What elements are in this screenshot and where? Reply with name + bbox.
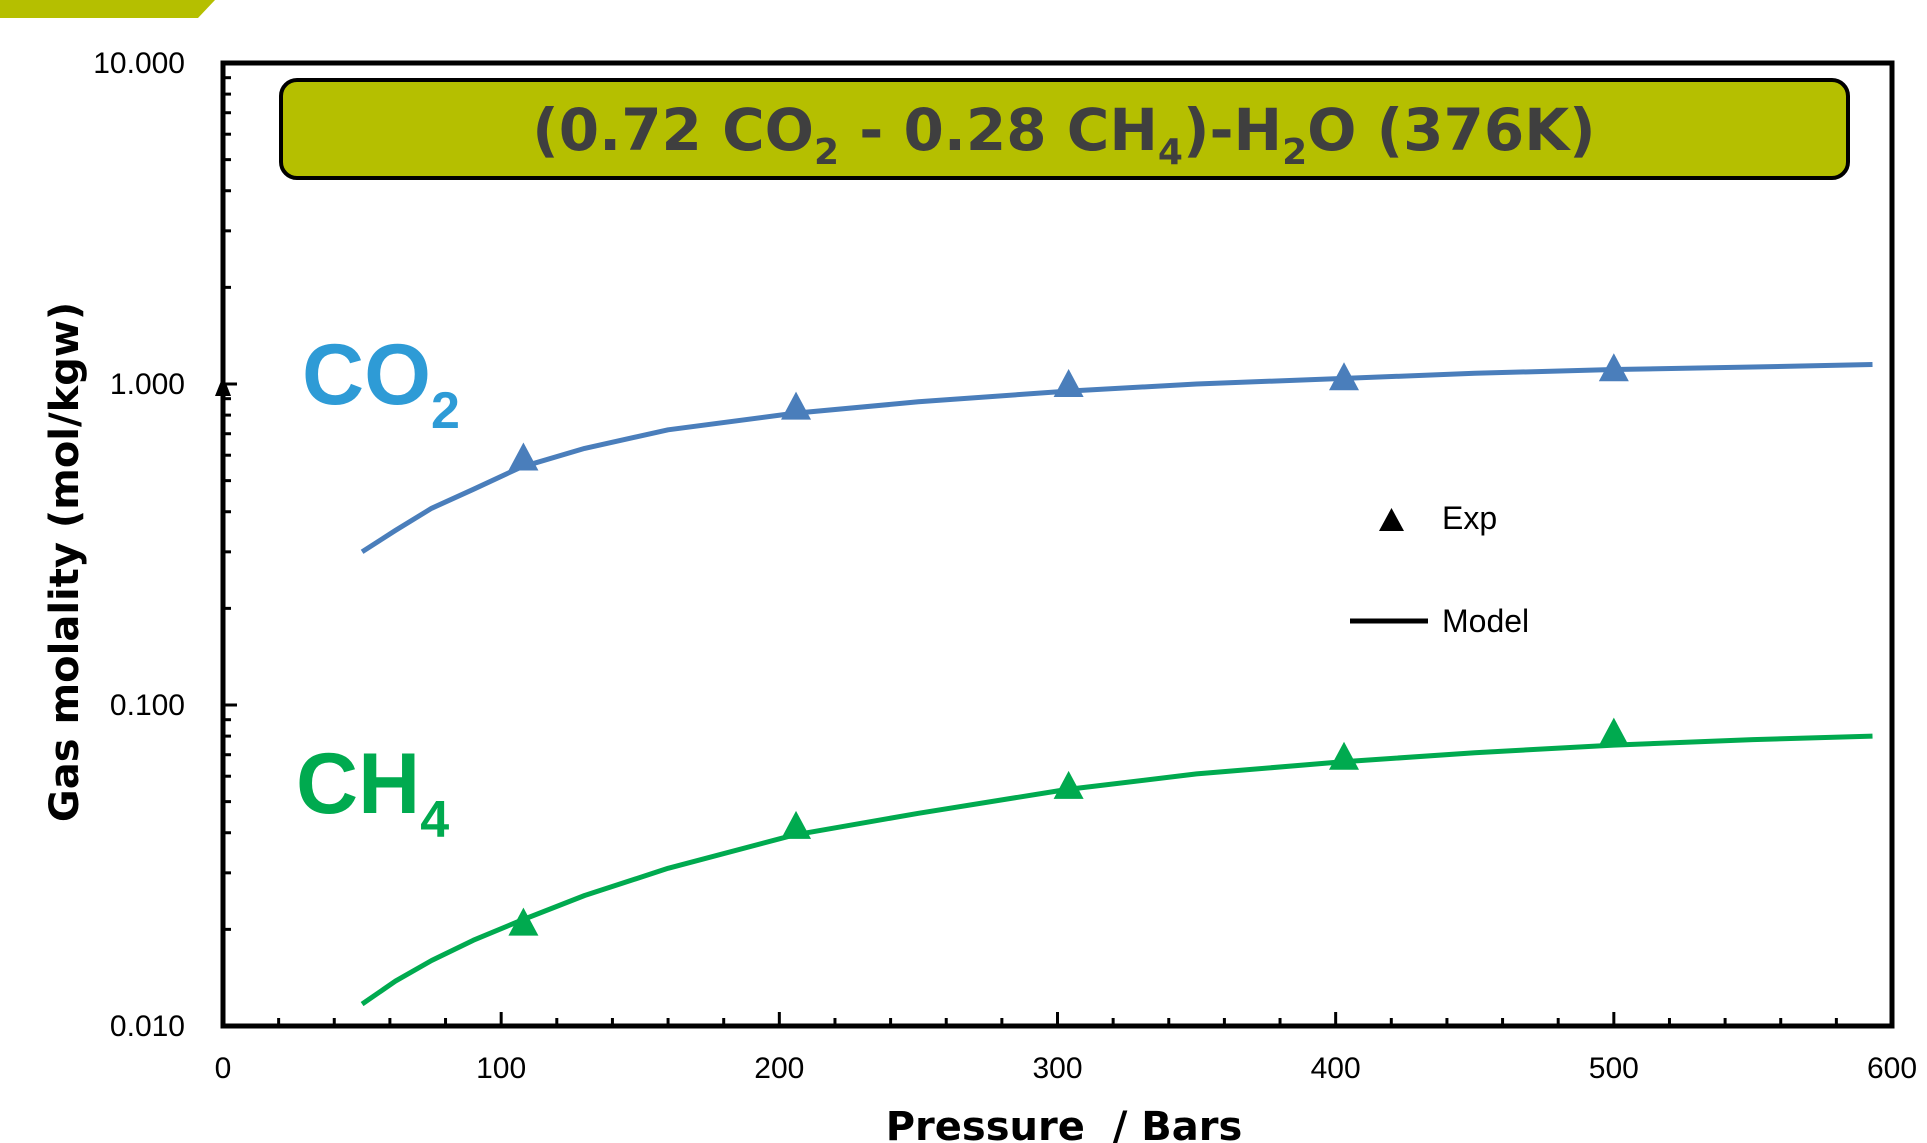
x-tick-label: 600 <box>1867 1052 1917 1085</box>
title-segment: O (376K) <box>1307 96 1596 164</box>
chart-title-box: (0.72 CO2 - 0.28 CH4)-H2O (376K) <box>279 78 1850 180</box>
exp-point-co2 <box>508 442 539 471</box>
title-subscript: 4 <box>1158 132 1183 173</box>
series-label-ch4: CH4 <box>296 736 449 849</box>
exp-point-ch4 <box>508 907 539 936</box>
legend: Exp Model <box>1350 500 1529 639</box>
plot-area <box>220 60 1895 1029</box>
series-label-main: CH <box>296 736 420 832</box>
axis-marker <box>215 376 231 396</box>
x-tick-label: 100 <box>476 1052 526 1085</box>
series-label-subscript: 2 <box>431 382 460 440</box>
title-background <box>279 78 1850 180</box>
exp-point-ch4 <box>781 810 812 839</box>
x-axis-title: Pressure / Bars <box>886 1104 1243 1143</box>
model-line-co2 <box>360 362 1873 554</box>
legend-exp-label: Exp <box>1442 500 1497 536</box>
exp-point-ch4 <box>1329 741 1360 770</box>
exp-point-co2 <box>1329 362 1360 391</box>
exp-point-co2 <box>1053 369 1084 397</box>
title-segment: )-H <box>1183 96 1282 164</box>
legend-model-label: Model <box>1442 603 1529 639</box>
x-tick-label: 0 <box>215 1052 232 1085</box>
series-label-subscript: 4 <box>420 791 449 849</box>
series-label-co2: CO2 <box>302 327 460 440</box>
exp-point-ch4 <box>1053 770 1084 799</box>
y-tick-label: 0.100 <box>110 689 185 722</box>
x-tick-label: 300 <box>1032 1052 1082 1085</box>
exp-point-co2 <box>781 391 812 420</box>
chart-title: (0.72 CO2 - 0.28 CH4)-H2O (376K) <box>532 96 1595 173</box>
title-subscript: 2 <box>814 132 839 173</box>
y-tick-label: 1.000 <box>110 368 185 401</box>
x-tick-label: 400 <box>1311 1052 1361 1085</box>
exp-point-co2 <box>1598 353 1629 382</box>
plot-frame <box>220 60 1895 1029</box>
y-tick-label: 10.000 <box>93 47 185 80</box>
axes-layer: 0 100 200 300 400 500 600 0.010 0.100 1.000 10.000 <box>93 47 1917 1085</box>
corner-decoration <box>0 0 215 18</box>
series-label-main: CO <box>302 327 431 423</box>
series-layer <box>360 353 1873 1007</box>
y-axis-title: Gas molality (mol/kgw) <box>42 302 88 822</box>
title-subscript: 2 <box>1282 132 1307 173</box>
title-segment: (0.72 CO <box>532 96 814 164</box>
legend-exp-marker <box>1379 508 1404 531</box>
x-tick-label: 500 <box>1589 1052 1639 1085</box>
model-line-ch4 <box>360 733 1873 1007</box>
exp-point-ch4 <box>1598 717 1629 746</box>
y-tick-label: 0.010 <box>110 1010 185 1043</box>
title-segment: - 0.28 CH <box>839 96 1158 164</box>
x-tick-label: 200 <box>754 1052 804 1085</box>
